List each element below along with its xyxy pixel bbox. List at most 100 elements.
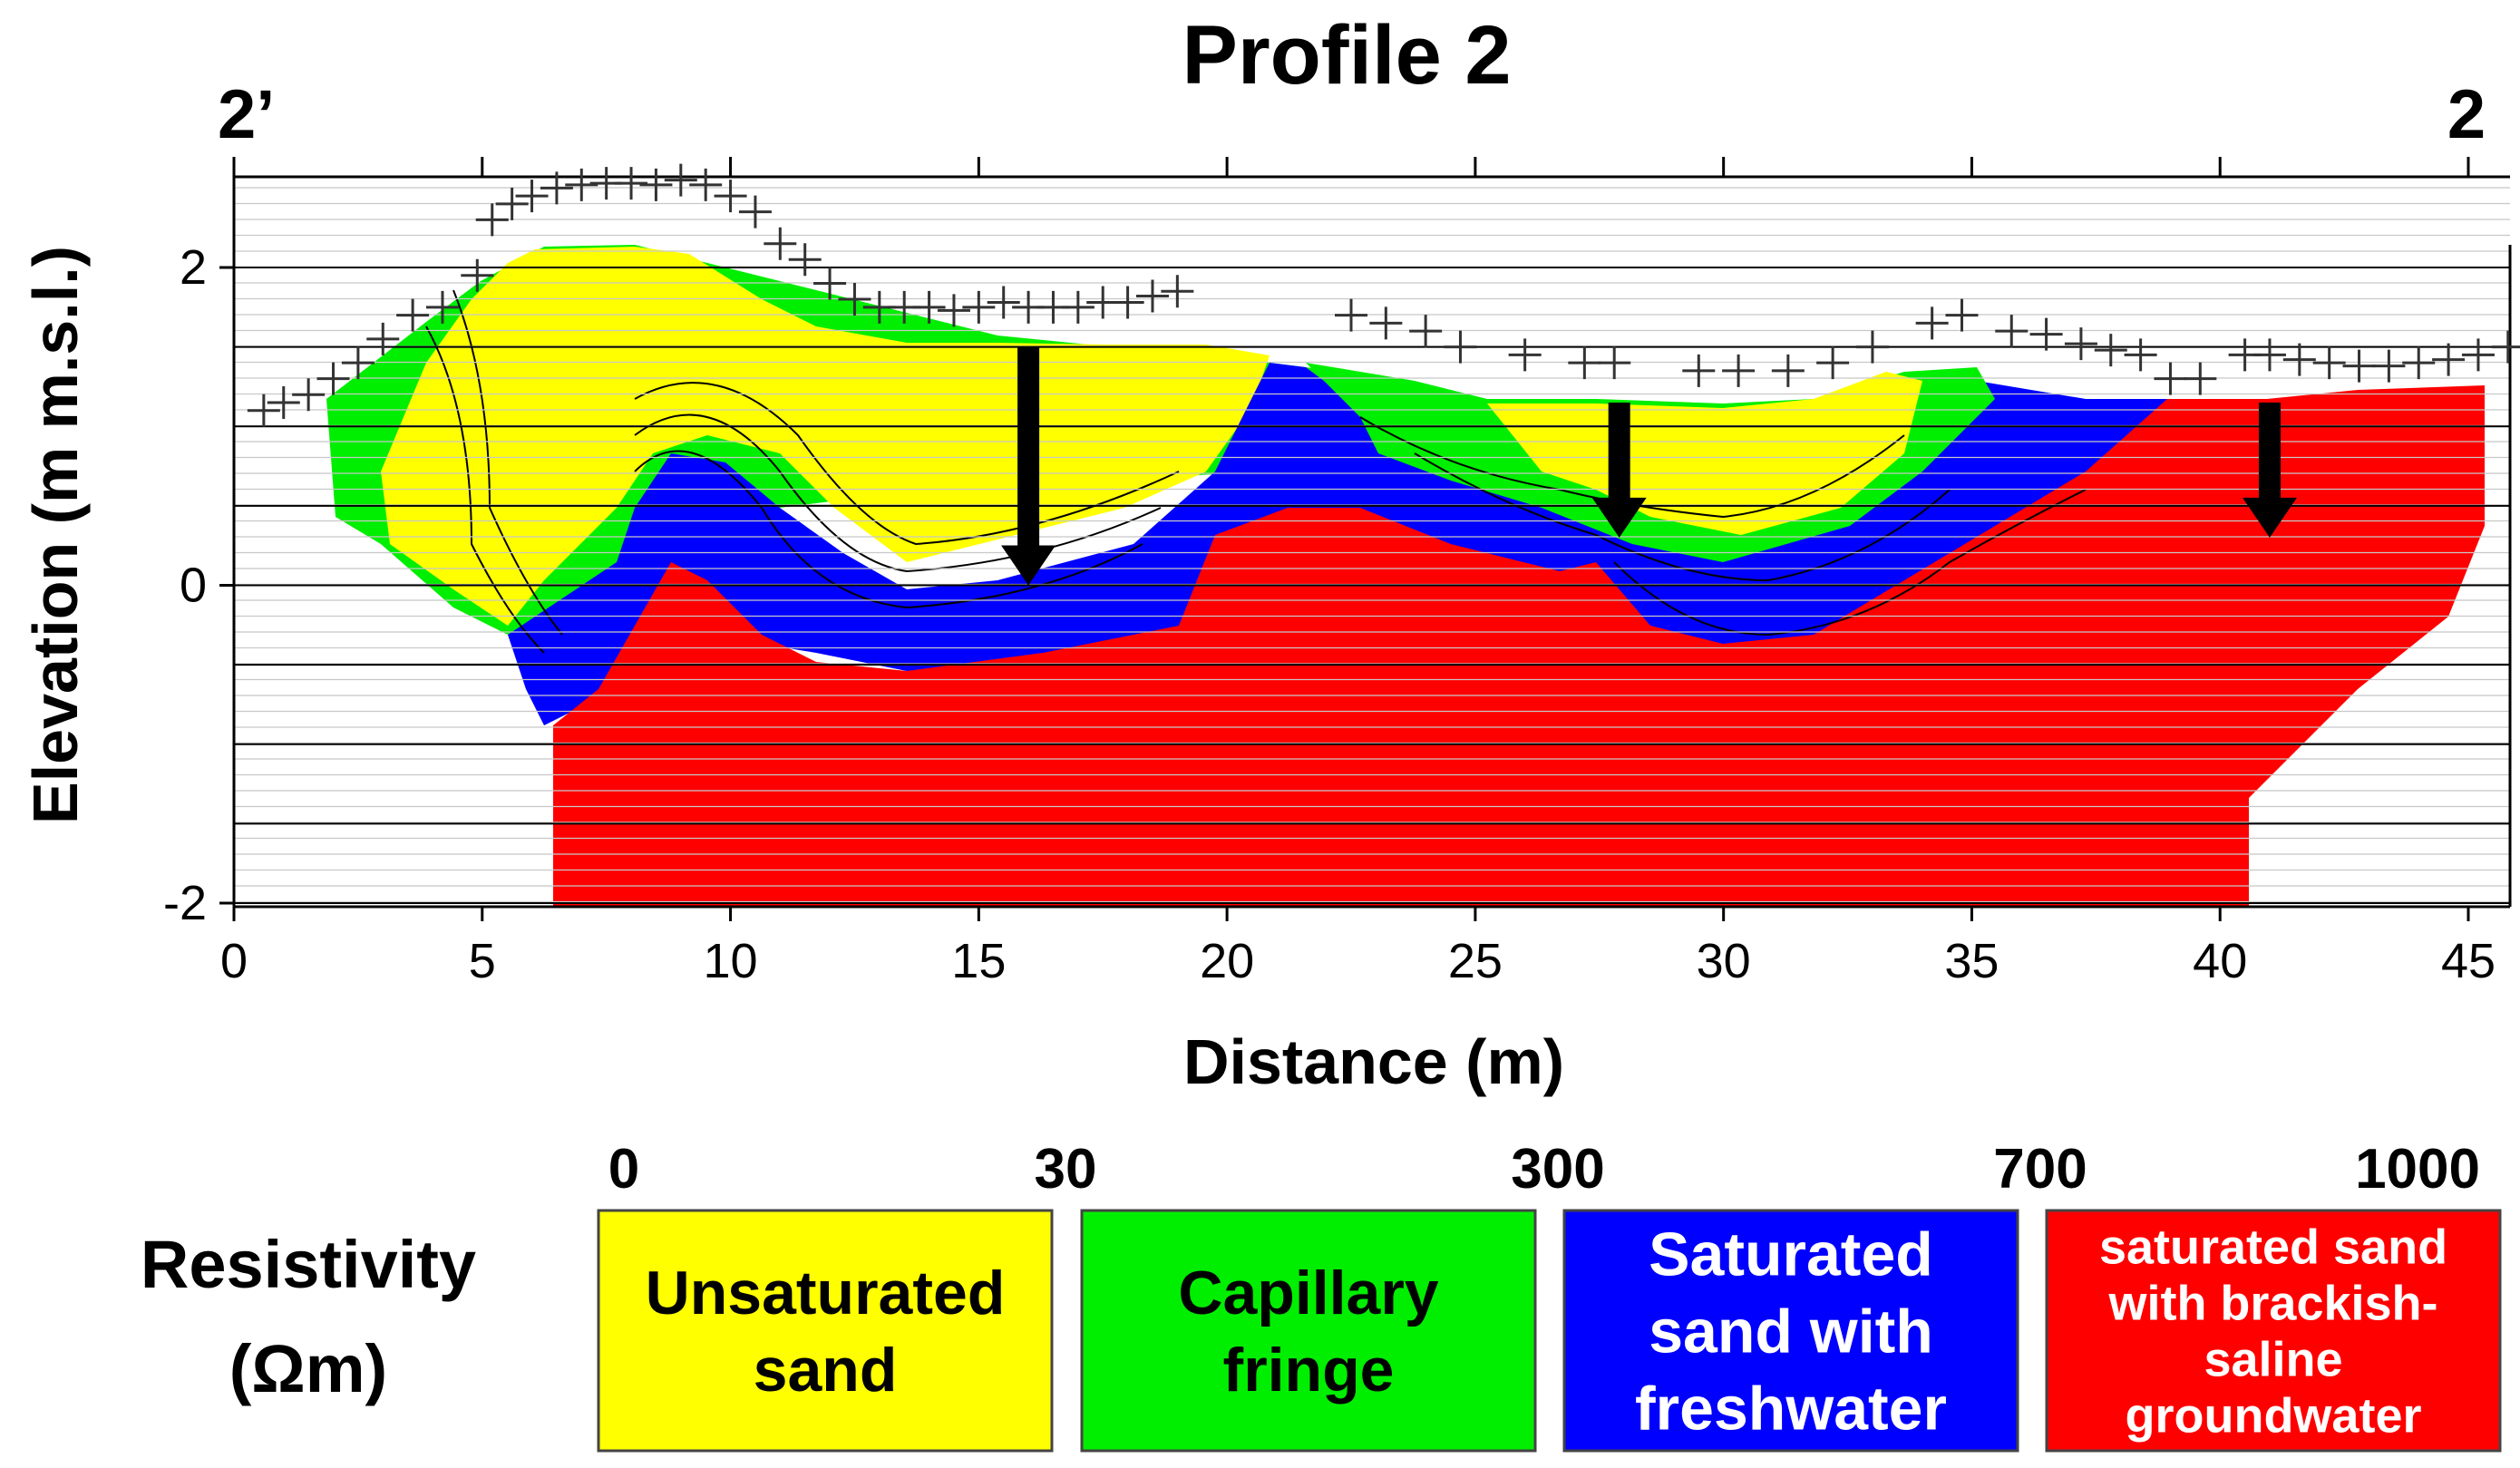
topography-point — [2372, 349, 2406, 383]
profile-end-label: 2 — [2447, 76, 2486, 153]
contour-line — [634, 382, 1180, 546]
plot-frame-top-strip — [234, 177, 2510, 186]
legend-label-line: Unsaturated — [646, 1259, 1006, 1327]
topography-point — [1722, 354, 1756, 387]
x-tick-label: 40 — [2193, 934, 2247, 988]
chart-title: Profile 2 — [1182, 9, 1511, 102]
topography-point — [764, 227, 797, 260]
topography-point — [664, 163, 697, 197]
topography-point — [2402, 346, 2436, 380]
legend-breakpoint-label: 1000 — [2355, 1138, 2480, 1201]
legend-item: Capillary fringe — [1080, 1209, 1537, 1453]
y-tick-label: 2 — [180, 240, 207, 295]
topography-point — [1855, 330, 1889, 364]
legend-label-line: saturated sand — [2099, 1220, 2447, 1274]
legend-swatch — [1562, 1209, 2019, 1453]
groundwater-arrow — [2242, 402, 2297, 538]
topography-point — [962, 290, 996, 324]
topography-point — [2252, 338, 2286, 372]
topography-point — [2491, 330, 2520, 364]
topography-point — [1682, 354, 1716, 387]
topography-point — [2064, 327, 2097, 361]
topography-point — [2124, 338, 2157, 372]
topography-point — [714, 180, 747, 213]
topography-markers — [247, 163, 2520, 427]
topography-point — [1995, 315, 2029, 348]
topography-point — [475, 203, 509, 237]
topography-point — [1945, 298, 1979, 332]
topography-point — [639, 168, 673, 201]
topography-point — [1335, 298, 1367, 332]
legend-label-line: saline — [2204, 1332, 2342, 1386]
x-tick-label: 25 — [1448, 934, 1503, 988]
groundwater-arrow — [1591, 402, 1647, 538]
legend-breakpoint-label: 300 — [1511, 1138, 1604, 1201]
topography-point — [1369, 306, 1403, 340]
legend-items: Unsaturated sand Capillary fringe Saturated s… — [597, 1138, 2502, 1453]
topography-point — [540, 171, 573, 205]
y-tick-label: -2 — [163, 876, 207, 930]
legend-swatch — [1080, 1209, 1537, 1453]
topography-point — [461, 258, 494, 292]
topography-point — [366, 322, 400, 355]
legend-label-line: sand — [754, 1336, 898, 1405]
topography-point — [813, 267, 847, 300]
topography-point — [1508, 338, 1542, 372]
unsaturated-sand-zone-right — [1487, 372, 1922, 535]
x-tick-label: 45 — [2441, 934, 2496, 988]
groundwater-arrow — [1001, 346, 1056, 586]
topography-point — [937, 294, 970, 327]
topography-point — [396, 298, 430, 332]
legend-item: Unsaturated sand — [597, 1209, 1054, 1453]
legend-breakpoint-label: 30 — [1035, 1138, 1097, 1201]
legend-label-line: Saturated — [1649, 1220, 1933, 1288]
brackish-saline-zone — [553, 385, 2485, 907]
legend-swatch — [597, 1209, 1054, 1453]
topography-point — [2432, 343, 2466, 376]
topography-point — [565, 168, 598, 201]
topography-point — [912, 290, 946, 324]
contour-line — [1414, 452, 1951, 582]
legend-label-line: freshwater — [1635, 1374, 1947, 1443]
legend-title-line2: (Ωm) — [229, 1331, 387, 1406]
topography-point — [1409, 315, 1443, 348]
legend-label-line: Capillary — [1178, 1259, 1438, 1327]
topography-point — [1111, 286, 1144, 319]
topography-point — [738, 195, 772, 228]
legend-label-line: sand with — [1649, 1297, 1933, 1366]
topography-point — [1161, 275, 1194, 308]
resistivity-zones — [326, 245, 2485, 907]
topography-point — [267, 385, 300, 419]
topography-point — [987, 286, 1020, 319]
topography-point — [2312, 346, 2346, 380]
topography-point — [341, 346, 375, 380]
topography-point — [292, 378, 326, 412]
plot-area: 0 5 10 15 20 25 30 35 40 45-202 — [163, 157, 2520, 988]
legend-title-line1: Resistivity — [141, 1227, 476, 1302]
topography-point — [247, 394, 280, 427]
topography-point — [2461, 338, 2495, 372]
topography-point — [425, 290, 459, 324]
topography-point — [2029, 317, 2063, 351]
legend-item: Saturated sand with freshwater — [1562, 1209, 2019, 1453]
legend-swatch — [2045, 1209, 2502, 1453]
groundwater-arrows — [1001, 346, 2297, 586]
topography-point — [316, 362, 350, 395]
axes: 0 5 10 15 20 25 30 35 40 45-202 — [163, 157, 2512, 988]
x-tick-label: 20 — [1200, 934, 1254, 988]
topography-point — [788, 243, 822, 277]
x-tick-label: 30 — [1697, 934, 1751, 988]
x-tick-label: 35 — [1944, 934, 1999, 988]
topography-point — [495, 187, 529, 220]
topography-point — [1061, 290, 1095, 324]
topography-point — [2184, 362, 2217, 395]
x-tick-label: 5 — [469, 934, 496, 988]
legend: Resistivity (Ωm) Unsaturated sand Capillar… — [141, 1138, 2502, 1453]
profile-start-label: 2’ — [218, 76, 275, 153]
legend-label-line: fringe — [1223, 1336, 1395, 1405]
gridlines — [234, 187, 2510, 904]
y-tick-label: 0 — [180, 559, 207, 613]
y-axis-label: Elevation (m m.s.l.) — [20, 246, 91, 824]
